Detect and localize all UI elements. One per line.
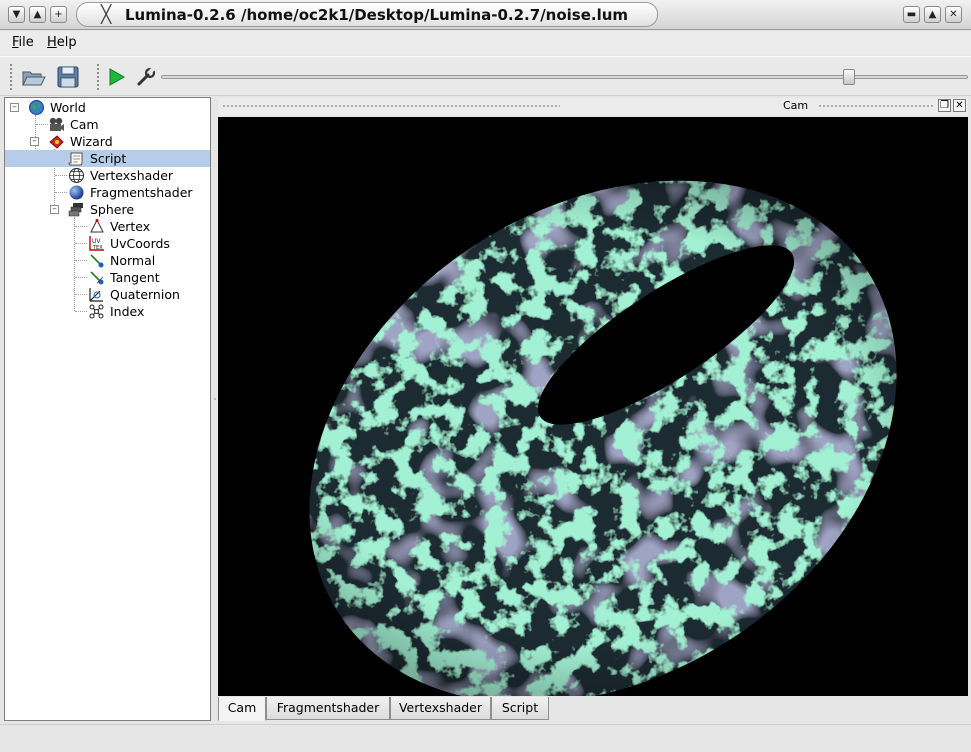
play-icon[interactable]	[104, 64, 130, 90]
maximize-button[interactable]: ▲	[924, 6, 941, 23]
tab-script[interactable]: Script	[491, 697, 549, 720]
tree-item-vertex[interactable]: Vertex	[5, 218, 210, 235]
menu-bar: File Help	[0, 31, 971, 55]
tree-item-cam[interactable]: Cam	[5, 116, 210, 133]
animation-slider-track[interactable]	[161, 75, 968, 79]
menu-file[interactable]: File	[12, 35, 34, 50]
mesh-stack-icon	[68, 201, 85, 218]
globe-icon	[28, 99, 45, 116]
cam-dock-header[interactable]: Cam ❐ ✕	[218, 98, 968, 115]
noise-torus-render	[218, 117, 968, 696]
tangent-vector-icon	[88, 269, 105, 286]
x-logo-icon: ╳	[101, 5, 112, 25]
tree-item-quaternion[interactable]: Quaternion	[5, 286, 210, 303]
tree-item-vertexshader[interactable]: Vertexshader	[5, 167, 210, 184]
tree-item-world[interactable]: – World	[5, 99, 210, 116]
quaternion-axes-icon	[88, 286, 105, 303]
scene-tree[interactable]: – World Cam – Wizard Script Vertexshader	[4, 97, 211, 721]
tree-item-sphere[interactable]: – Sphere	[5, 201, 210, 218]
dock-title: Cam	[783, 99, 809, 112]
collapse-icon[interactable]: –	[30, 137, 39, 146]
tab-cam[interactable]: Cam	[218, 697, 266, 721]
svg-text:UV: UV	[92, 238, 101, 245]
normal-vector-icon	[88, 252, 105, 269]
animation-slider-handle[interactable]	[843, 69, 856, 85]
camera-icon	[48, 116, 65, 133]
window-menu-button[interactable]: ▼	[8, 6, 25, 23]
uv-texture-icon: UV TEX	[88, 235, 105, 252]
tree-item-index[interactable]: Index	[5, 303, 210, 320]
index-network-icon	[88, 303, 105, 320]
wizard-icon	[48, 133, 65, 150]
all-desktops-button[interactable]: +	[50, 6, 67, 23]
toolbar-grip[interactable]	[9, 63, 13, 91]
tab-vertexshader[interactable]: Vertexshader	[390, 697, 491, 720]
title-pill: ╳ Lumina-0.2.6 /home/oc2k1/Desktop/Lumin…	[76, 2, 658, 27]
wrench-icon[interactable]	[134, 64, 160, 90]
floppy-save-icon[interactable]	[55, 64, 81, 90]
tree-item-fragmentshader[interactable]: Fragmentshader	[5, 184, 210, 201]
menu-help[interactable]: Help	[47, 35, 77, 50]
folder-open-icon[interactable]	[20, 64, 46, 90]
collapse-icon[interactable]: –	[50, 205, 59, 214]
tree-item-wizard[interactable]: – Wizard	[5, 133, 210, 150]
tree-item-script[interactable]: Script	[5, 150, 210, 167]
tree-item-tangent[interactable]: Tangent	[5, 269, 210, 286]
collapse-icon[interactable]: –	[10, 103, 19, 112]
wireframe-sphere-icon	[68, 167, 85, 184]
status-bar	[0, 724, 971, 752]
panel-splitter[interactable]	[212, 97, 216, 721]
tree-item-uvcoords[interactable]: UV TEX UvCoords	[5, 235, 210, 252]
tree-item-normal[interactable]: Normal	[5, 252, 210, 269]
keep-above-button[interactable]: ▲	[29, 6, 46, 23]
title-bar: ▼ ▲ + ╳ Lumina-0.2.6 /home/oc2k1/Desktop…	[0, 0, 971, 30]
svg-text:TEX: TEX	[92, 245, 103, 251]
undock-icon[interactable]: ❐	[938, 99, 951, 112]
scroll-icon	[68, 150, 85, 167]
shaded-sphere-icon	[68, 184, 85, 201]
toolbar-grip-2[interactable]	[96, 63, 100, 91]
close-button[interactable]: ✕	[945, 6, 962, 23]
tab-fragmentshader[interactable]: Fragmentshader	[266, 697, 390, 720]
triangle-vertex-icon	[88, 218, 105, 235]
dock-close-icon[interactable]: ✕	[953, 99, 966, 112]
window-title: Lumina-0.2.6 /home/oc2k1/Desktop/Lumina-…	[125, 6, 629, 24]
minimize-button[interactable]: ▬	[903, 6, 920, 23]
cam-viewport[interactable]	[218, 117, 968, 696]
